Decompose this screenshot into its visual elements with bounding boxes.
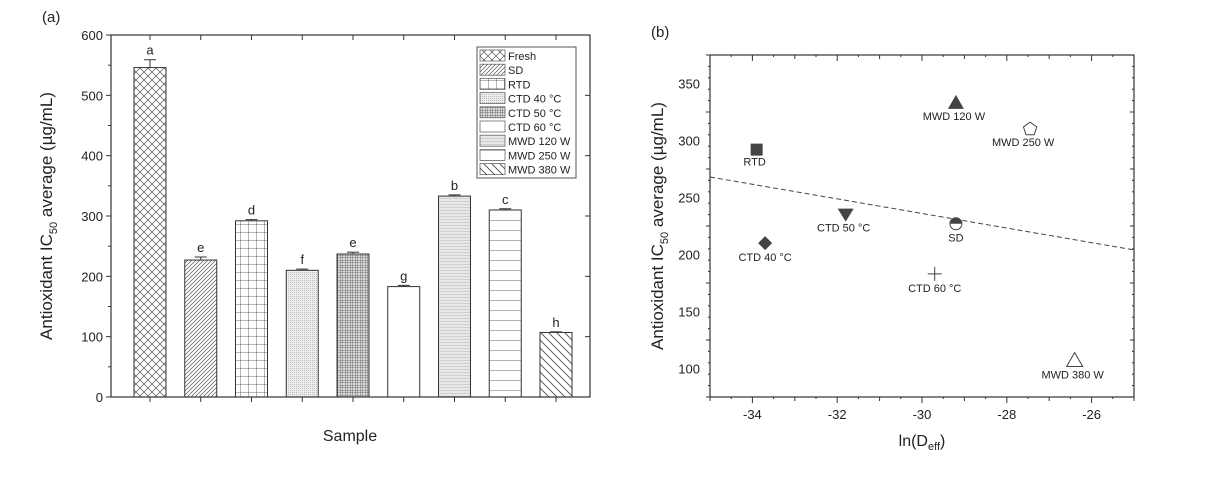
y-tick-label: 250 [678,191,700,206]
y-axis-title-b-part: Antioxidant IC [648,244,667,350]
bar-7 [488,209,522,398]
x-tick-label: -30 [913,407,932,422]
y-axis-title-a: Antioxidant IC50 average (µg/mL) [37,92,60,340]
plot-frame-b [709,54,1135,398]
marker-pentagon [1022,121,1038,136]
legend-swatch [479,49,506,62]
bar-3 [285,269,319,398]
significance-letter: d [248,203,255,218]
legend-swatch [479,78,506,90]
point-label: RTD [743,157,765,169]
point-pentagon-open: MWD 250 W [992,121,1055,149]
bar-8 [539,331,573,398]
legend-label: MWD 120 W [508,136,571,148]
y-tick-label: 150 [678,305,700,320]
legend-label: CTD 60 °C [508,122,561,134]
bar-4 [336,253,370,398]
legend-label: CTD 50 °C [508,108,561,120]
marker-circle-half [949,217,962,224]
y-tick-label: 100 [81,330,103,345]
trendline [709,176,1135,251]
bar-2 [235,220,268,398]
marker-triangle-down [837,208,854,222]
y-tick-label: 0 [96,390,103,405]
significance-letter: b [451,178,458,193]
legend-swatch [479,134,506,147]
point-label: MWD 380 W [1041,370,1104,382]
y-tick-label: 300 [81,209,103,224]
marker-plus [927,266,942,281]
y-tick-label: 600 [81,28,103,43]
marker-triangle [947,94,964,109]
legend-label: MWD 380 W [508,165,571,177]
x-tick-label: -28 [997,407,1016,422]
y-tick-label: 350 [678,77,700,92]
bar-1 [184,259,218,398]
y-axis-title-a-part: average (µg/mL) [37,92,56,222]
legend-swatch [479,63,506,76]
y-tick-label: 100 [678,362,700,377]
point-label: CTD 40 °C [738,252,791,264]
legend-swatch [479,163,506,175]
significance-letter: c [502,192,509,207]
point-triangle-down-filled: CTD 50 °C [817,208,870,235]
bar-5 [387,286,421,398]
y-axis-title-b-part: 50 [659,232,671,244]
x-tick-label: -26 [1082,407,1101,422]
marker-square [750,143,763,156]
x-tick-label: -34 [743,407,762,422]
legend-swatch [479,106,506,119]
marker-diamond [758,236,773,251]
point-triangle-open: MWD 380 W [1041,351,1104,382]
panel-a-label: (a) [42,9,60,26]
x-axis-title-part: eff [928,441,941,453]
legend-swatch [479,92,506,104]
point-triangle-filled: MWD 120 W [923,94,986,123]
y-axis-title-a-part: 50 [48,222,60,234]
point-circle-half: SD [948,217,964,245]
significance-letter: e [197,240,204,255]
x-axis-title-a: Sample [323,428,377,445]
x-axis-title-b: ln(Deff) [899,433,946,453]
x-tick-label: -32 [828,407,847,422]
point-label: CTD 60 °C [908,283,961,295]
point-label: CTD 50 °C [817,223,870,235]
legend-label: CTD 40 °C [508,94,561,106]
significance-letter: h [552,315,559,330]
point-square-filled: RTD [743,143,766,169]
significance-letter: a [146,43,154,58]
significance-letter: f [300,252,304,267]
y-tick-label: 200 [81,269,103,284]
legend-label: RTD [508,79,530,91]
x-axis-title-part: ) [940,433,945,450]
significance-letter: g [400,268,407,283]
point-label: SD [948,233,963,245]
legend-label: SD [508,65,523,77]
bar-6 [438,195,471,398]
legend-label: MWD 250 W [508,150,571,162]
point-plus: CTD 60 °C [908,266,961,295]
legend: Fresh SD RTD CTD 40 °C CTD 50 °C CTD 60 °C MWD… [476,46,577,179]
y-axis-title-b-part: average (µg/mL) [648,102,667,232]
legend-label: Fresh [508,51,536,63]
y-axis-title-a-part: Antioxidant IC [37,234,56,340]
legend-swatch [479,149,506,161]
y-axis-title-b: Antioxidant IC50 average (µg/mL) [648,102,671,350]
bar-0 [133,67,167,398]
legend-swatch [479,120,506,133]
point-label: MWD 250 W [992,137,1055,149]
y-tick-label: 300 [678,134,700,149]
point-label: MWD 120 W [923,111,986,123]
y-tick-label: 500 [81,88,103,103]
panel-b-label: (b) [651,24,669,41]
y-tick-label: 400 [81,149,103,164]
y-tick-label: 200 [678,248,700,263]
x-axis-title-part: ln(D [899,433,928,450]
point-diamond-filled: CTD 40 °C [738,236,792,264]
marker-triangle-open [1065,351,1084,368]
significance-letter: e [349,235,356,250]
